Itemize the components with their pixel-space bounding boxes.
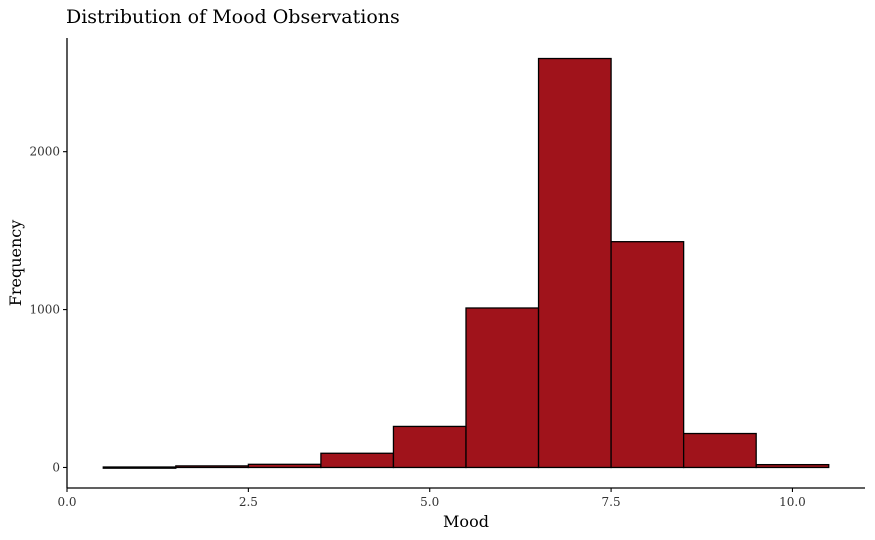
histogram-bar-9 xyxy=(682,432,757,469)
y-ticks-group: 0 1000 2000 xyxy=(29,145,67,474)
histogram-bar-1 xyxy=(102,466,177,469)
x-tick-label: 2.5 xyxy=(239,495,258,509)
bars-group xyxy=(102,57,830,469)
histogram-bar-8 xyxy=(610,241,685,469)
y-tick-label: 1000 xyxy=(29,303,60,317)
x-tick-label: 10.0 xyxy=(779,495,806,509)
x-axis-title: Mood xyxy=(443,512,489,531)
y-tick-label: 0 xyxy=(52,460,60,474)
histogram-bar-6 xyxy=(465,307,540,469)
histogram-bar-7 xyxy=(537,57,612,469)
x-tick-label: 0.0 xyxy=(57,495,76,509)
x-tick-label: 7.5 xyxy=(602,495,621,509)
histogram-bar-4 xyxy=(320,452,395,469)
y-tick-label: 2000 xyxy=(29,145,60,159)
histogram-bar-10 xyxy=(755,463,830,469)
chart-title: Distribution of Mood Observations xyxy=(66,6,400,28)
x-tick-label: 5.0 xyxy=(420,495,439,509)
histogram-bar-3 xyxy=(247,463,322,469)
histogram-bar-2 xyxy=(175,465,250,469)
histogram-bar-5 xyxy=(392,425,467,469)
y-axis-title: Frequency xyxy=(6,220,25,307)
x-ticks-group: 0.0 2.5 5.0 7.5 10.0 xyxy=(57,488,806,509)
